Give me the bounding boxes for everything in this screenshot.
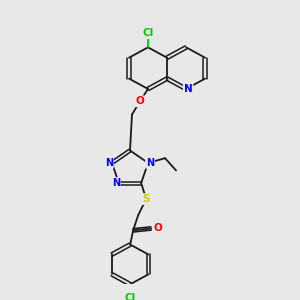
Text: N: N (112, 178, 120, 188)
Text: Cl: Cl (124, 292, 136, 300)
Text: N: N (146, 158, 154, 168)
Text: N: N (184, 84, 193, 94)
Text: O: O (154, 224, 163, 233)
Text: S: S (142, 194, 150, 204)
Text: N: N (105, 158, 113, 168)
Text: O: O (136, 96, 144, 106)
Text: Cl: Cl (142, 28, 154, 38)
